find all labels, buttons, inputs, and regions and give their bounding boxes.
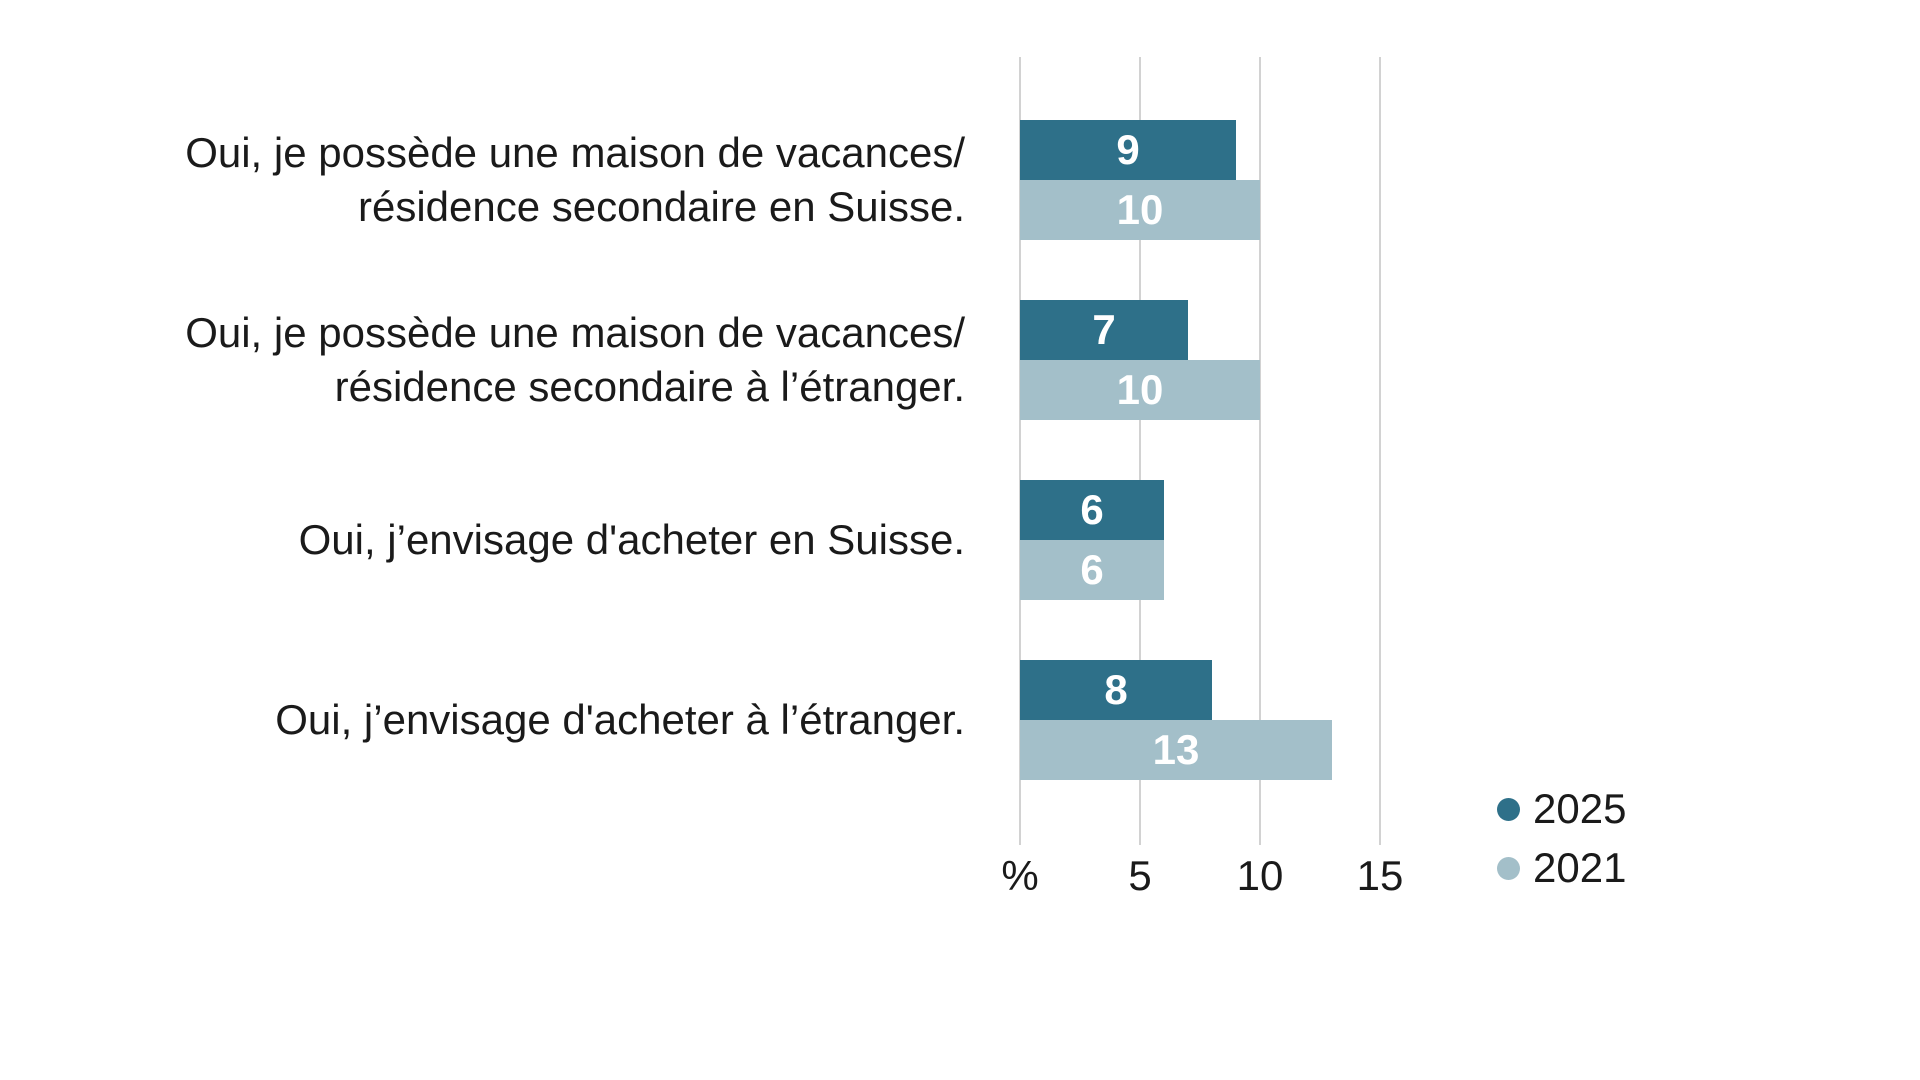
bar-2021: 6 bbox=[1020, 540, 1164, 600]
bar-value-label: 6 bbox=[1080, 486, 1104, 533]
x-tick-label-percent: % bbox=[1001, 852, 1039, 899]
category-label-line: résidence secondaire à l’étranger. bbox=[334, 363, 965, 410]
bar-group: 8 13 bbox=[1020, 660, 1620, 780]
category-label-line: Oui, je possède une maison de vacances/ bbox=[185, 129, 965, 176]
gridline-10 bbox=[1259, 57, 1261, 845]
gridline-5 bbox=[1139, 57, 1141, 845]
category-label-line: résidence secondaire en Suisse. bbox=[357, 183, 965, 230]
category-label: Oui, j’envisage d'acheter à l’étranger. bbox=[0, 660, 965, 780]
bar-2025: 9 bbox=[1020, 120, 1236, 180]
legend-label: 2025 bbox=[1533, 785, 1627, 832]
bar-value-label: 9 bbox=[1116, 126, 1140, 173]
x-tick-label-10: 10 bbox=[1236, 852, 1284, 899]
bar-group: 9 10 bbox=[1020, 120, 1620, 240]
x-tick-label-15: 15 bbox=[1356, 852, 1404, 899]
bar-2025: 7 bbox=[1020, 300, 1188, 360]
x-tick-label-5: 5 bbox=[1128, 852, 1152, 899]
bar-2025: 6 bbox=[1020, 480, 1164, 540]
bar-value-label: 8 bbox=[1104, 666, 1128, 713]
category-label: Oui, je possède une maison de vacances/ … bbox=[0, 300, 965, 420]
bar-2025: 8 bbox=[1020, 660, 1212, 720]
category-label: Oui, j’envisage d'acheter en Suisse. bbox=[0, 480, 965, 600]
category-label: Oui, je possède une maison de vacances/ … bbox=[0, 120, 965, 240]
category-label-line: Oui, j’envisage d'acheter en Suisse. bbox=[298, 516, 965, 563]
legend-item-2021: 2021 bbox=[1497, 844, 1626, 892]
bar-value-label: 7 bbox=[1092, 306, 1116, 353]
legend-dot-2021-icon bbox=[1497, 856, 1520, 880]
bar-2021: 10 bbox=[1020, 360, 1260, 420]
legend-dot-2025-icon bbox=[1497, 797, 1520, 821]
category-label-line: Oui, j’envisage d'acheter à l’étranger. bbox=[275, 696, 965, 743]
bar-value-label: 10 bbox=[1116, 366, 1164, 413]
bar-value-label: 10 bbox=[1116, 186, 1164, 233]
bar-group: 6 6 bbox=[1020, 480, 1620, 600]
category-label-line: Oui, je possède une maison de vacances/ bbox=[185, 309, 965, 356]
gridline-0 bbox=[1019, 57, 1021, 845]
bar-value-label: 6 bbox=[1080, 546, 1104, 593]
bar-2021: 13 bbox=[1020, 720, 1332, 780]
legend-label: 2021 bbox=[1533, 844, 1627, 891]
bar-value-label: 13 bbox=[1152, 726, 1200, 773]
gridline-15 bbox=[1379, 57, 1381, 845]
legend-item-2025: 2025 bbox=[1497, 785, 1626, 833]
bar-group: 7 10 bbox=[1020, 300, 1620, 420]
bar-2021: 10 bbox=[1020, 180, 1260, 240]
